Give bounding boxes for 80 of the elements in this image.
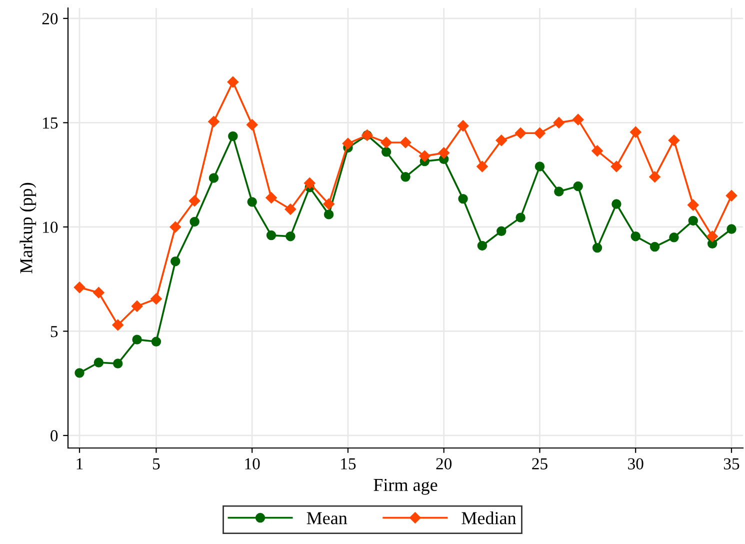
point <box>131 300 143 312</box>
point <box>266 230 276 240</box>
point <box>380 136 392 148</box>
point <box>112 358 123 368</box>
point <box>726 224 736 234</box>
point <box>419 150 430 162</box>
x-tick-label: 15 <box>341 458 356 470</box>
point <box>286 231 296 242</box>
point <box>170 256 180 266</box>
point <box>706 230 718 242</box>
point <box>553 117 565 128</box>
legend-label: Mean <box>306 512 348 524</box>
point <box>554 186 564 196</box>
y-tick-label: 20 <box>42 13 58 24</box>
point <box>514 128 526 139</box>
point <box>228 131 238 142</box>
point <box>151 336 162 347</box>
point <box>669 232 679 242</box>
point <box>150 293 162 305</box>
point <box>688 199 699 211</box>
point <box>534 162 545 172</box>
legend-label: Median <box>462 512 516 524</box>
point <box>266 192 277 204</box>
point <box>400 136 412 148</box>
x-tick-label: 10 <box>245 458 260 470</box>
point <box>573 181 583 192</box>
point <box>592 145 603 156</box>
point <box>208 173 219 183</box>
point <box>112 319 124 331</box>
point <box>188 195 200 206</box>
y-tick-label: 10 <box>43 222 58 233</box>
point <box>726 190 738 202</box>
point <box>74 368 84 378</box>
point <box>74 282 86 294</box>
point <box>612 199 622 209</box>
point <box>400 172 410 182</box>
point <box>94 358 104 368</box>
y-tick-label: 15 <box>43 117 58 129</box>
point <box>630 126 642 138</box>
point <box>496 226 506 236</box>
point <box>227 76 239 88</box>
x-axis-title: Firm age <box>374 478 438 495</box>
point <box>650 242 660 252</box>
point <box>324 210 334 220</box>
point <box>170 221 181 233</box>
point <box>592 242 602 253</box>
point <box>284 204 296 215</box>
point <box>476 160 488 172</box>
point <box>668 134 680 146</box>
point <box>496 134 507 146</box>
point <box>323 198 334 210</box>
x-tick-label: 20 <box>436 458 452 470</box>
point <box>457 120 469 132</box>
point <box>246 119 258 130</box>
x-tick-label: 35 <box>724 458 740 470</box>
point <box>438 147 450 159</box>
point <box>630 231 640 242</box>
y-tick-label: 5 <box>50 326 58 338</box>
point <box>132 334 142 344</box>
point <box>304 178 316 189</box>
point <box>247 197 257 207</box>
point <box>649 171 660 183</box>
y-axis-title: Markup (pp) <box>20 182 36 274</box>
point <box>534 128 546 139</box>
point <box>477 240 488 251</box>
point <box>516 212 526 222</box>
point <box>208 116 220 128</box>
x-tick-label: 30 <box>628 458 644 470</box>
point <box>93 287 104 298</box>
y-tick-label: 0 <box>50 430 58 442</box>
point <box>381 147 392 157</box>
x-tick-label: 25 <box>532 458 548 470</box>
point <box>458 194 468 204</box>
point <box>342 138 354 150</box>
point <box>572 114 584 126</box>
x-tick-label: 5 <box>153 458 160 470</box>
point <box>610 160 622 172</box>
point <box>190 216 200 227</box>
x-tick-label: 1 <box>76 458 83 470</box>
point <box>688 216 698 226</box>
